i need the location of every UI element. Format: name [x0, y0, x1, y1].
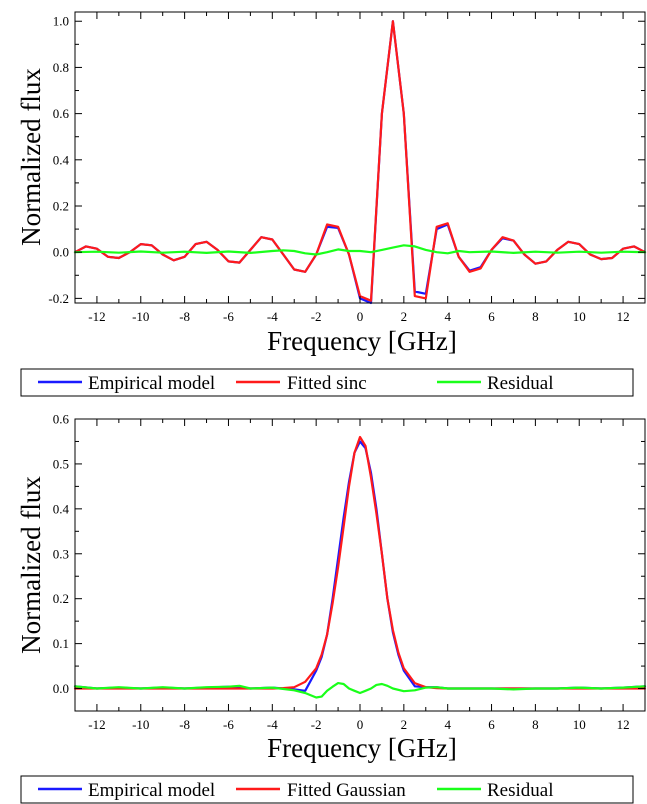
bottom-y-tick-label: 0.3 [53, 546, 69, 561]
top-legend-label-fitted: Fitted sinc [287, 373, 367, 394]
top-legend-label-residual: Residual [487, 373, 554, 394]
bottom-x-tick-label: 10 [573, 717, 586, 732]
bottom-x-tick-label: -4 [267, 717, 278, 732]
top-y-tick-label: -0.2 [48, 291, 69, 306]
top-legend: Empirical model Fitted sinc Residual [20, 368, 634, 397]
bottom-legend-label-fitted: Fitted Gaussian [287, 780, 406, 801]
bottom-legend: Empirical model Fitted Gaussian Residual [20, 775, 634, 804]
top-x-tick-label: -2 [311, 309, 322, 324]
top-series-residual [73, 244, 647, 256]
bottom-x-tick-label: -12 [88, 717, 105, 732]
bottom-y-tick-label: 0.2 [53, 591, 69, 606]
bottom-x-tick-label: -2 [311, 717, 322, 732]
top-x-tick-label: -4 [267, 309, 278, 324]
top-y-tick-label: 0.8 [53, 60, 69, 75]
top-x-tick-label: -6 [223, 309, 234, 324]
bottom-ticks: -12 -10 -8 -6 -4 -2 0 2 4 6 8 10 12 0.0 0.1 0.2 0.3 0.4 0.… [53, 412, 646, 732]
top-x-tick-label: 12 [617, 309, 630, 324]
bottom-y-tick-label: 0.4 [53, 501, 70, 516]
top-y-axis-title: Normalized flux [16, 68, 46, 246]
top-x-axis-title: Frequency [GHz] [267, 326, 457, 356]
top-x-tick-label: -12 [88, 309, 105, 324]
bottom-legend-label-empirical: Empirical model [88, 780, 215, 801]
top-series-empirical [73, 20, 647, 305]
bottom-x-axis-title: Frequency [GHz] [267, 733, 457, 763]
top-legend-label-empirical: Empirical model [88, 373, 215, 394]
bottom-series-empirical [73, 440, 647, 692]
bottom-x-tick-label: 2 [401, 717, 408, 732]
top-y-tick-label: 0.4 [53, 152, 70, 167]
bottom-y-tick-label: 0.5 [53, 456, 69, 471]
top-x-tick-label: 0 [357, 309, 364, 324]
bottom-y-tick-label: 0.0 [53, 681, 69, 696]
bottom-x-tick-label: 0 [357, 717, 364, 732]
top-x-tick-label: 10 [573, 309, 586, 324]
top-x-tick-label: -10 [132, 309, 149, 324]
top-y-tick-label: 1.0 [53, 14, 69, 29]
bottom-panel: -12 -10 -8 -6 -4 -2 0 2 4 6 8 10 12 0.0 0.1 0.2 0.3 0.4 0.… [16, 412, 647, 804]
top-y-tick-label: 0.2 [53, 199, 69, 214]
bottom-x-tick-label: 12 [617, 717, 630, 732]
top-x-tick-label: 6 [488, 309, 495, 324]
top-y-tick-label: 0.0 [53, 245, 69, 260]
top-series [73, 20, 647, 305]
bottom-legend-box [20, 775, 634, 804]
bottom-x-tick-label: -10 [132, 717, 149, 732]
top-panel: -12 -10 -8 -6 -4 -2 0 2 4 6 8 10 12 -0.2 0.0 0.2 0.4 0.6 0… [16, 11, 647, 397]
bottom-x-tick-label: 4 [444, 717, 451, 732]
top-x-tick-label: 8 [532, 309, 539, 324]
bottom-series-fitted [73, 435, 647, 690]
bottom-legend-label-residual: Residual [487, 780, 554, 801]
top-x-tick-label: 2 [401, 309, 408, 324]
bottom-y-tick-label: 0.6 [53, 412, 70, 427]
top-plot-frame [74, 11, 646, 304]
bottom-series-residual [73, 681, 647, 699]
bottom-x-tick-label: 8 [532, 717, 539, 732]
top-series-fitted [73, 20, 647, 302]
bottom-plot-frame [74, 418, 646, 712]
bottom-y-tick-label: 0.1 [53, 636, 69, 651]
bottom-x-tick-label: 6 [488, 717, 495, 732]
top-x-tick-label: -8 [179, 309, 190, 324]
bottom-series [73, 435, 647, 699]
top-y-tick-label: 0.6 [53, 106, 70, 121]
top-ticks: -12 -10 -8 -6 -4 -2 0 2 4 6 8 10 12 -0.2 0.0 0.2 0.4 0.6 0… [48, 12, 646, 324]
bottom-y-axis-title: Normalized flux [16, 476, 46, 654]
bottom-x-tick-label: -6 [223, 717, 234, 732]
top-legend-box [20, 368, 634, 397]
bottom-x-tick-label: -8 [179, 717, 190, 732]
top-x-tick-label: 4 [444, 309, 451, 324]
